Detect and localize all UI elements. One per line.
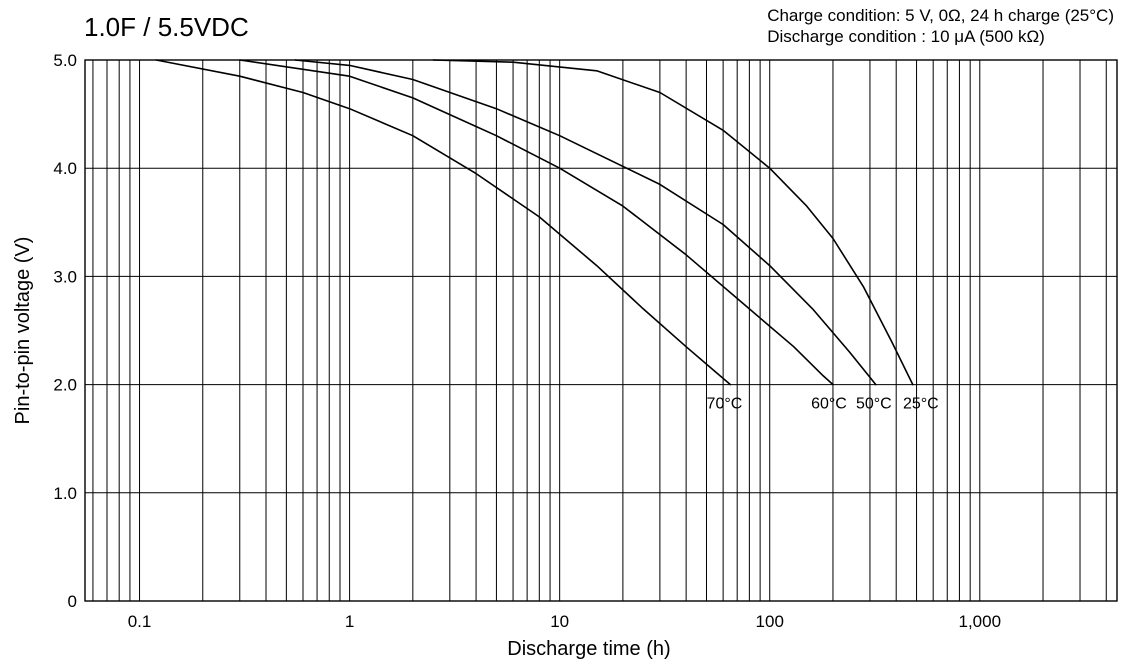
x-tick-label: 10 [550, 612, 569, 631]
y-tick-label: 5.0 [53, 51, 77, 70]
x-tick-label: 100 [756, 612, 784, 631]
series-label-2: 60°C [811, 396, 847, 413]
x-axis-label: Discharge time (h) [507, 638, 670, 660]
charge-condition: Charge condition: 5 V, 0Ω, 24 h charge (… [767, 6, 1114, 25]
series-label-4: 25°C [903, 396, 939, 413]
series-line-3 [294, 59, 877, 386]
y-tick-label: 2.0 [53, 376, 77, 395]
y-tick-label: 4.0 [53, 159, 77, 178]
y-tick-label: 1.0 [53, 484, 77, 503]
x-tick-label: 0.1 [128, 612, 152, 631]
y-tick-label: 0 [68, 592, 77, 611]
series-line-1 [155, 59, 732, 386]
chart-title: 1.0F / 5.5VDC [84, 12, 249, 42]
series-label-1: 70°C [707, 396, 743, 413]
series-line-4 [432, 59, 914, 386]
plot-frame [84, 59, 1118, 602]
series-label-3: 50°C [856, 396, 892, 413]
y-tick-label: 3.0 [53, 267, 77, 286]
y-axis-label: Pin-to-pin voltage (V) [12, 237, 34, 425]
discharge-condition: Discharge condition : 10 μA (500 kΩ) [767, 27, 1045, 46]
x-tick-label: 1 [345, 612, 354, 631]
x-tick-label: 1,000 [959, 612, 1002, 631]
series-line-2 [239, 59, 834, 386]
test-conditions: Charge condition: 5 V, 0Ω, 24 h charge (… [767, 5, 1114, 47]
